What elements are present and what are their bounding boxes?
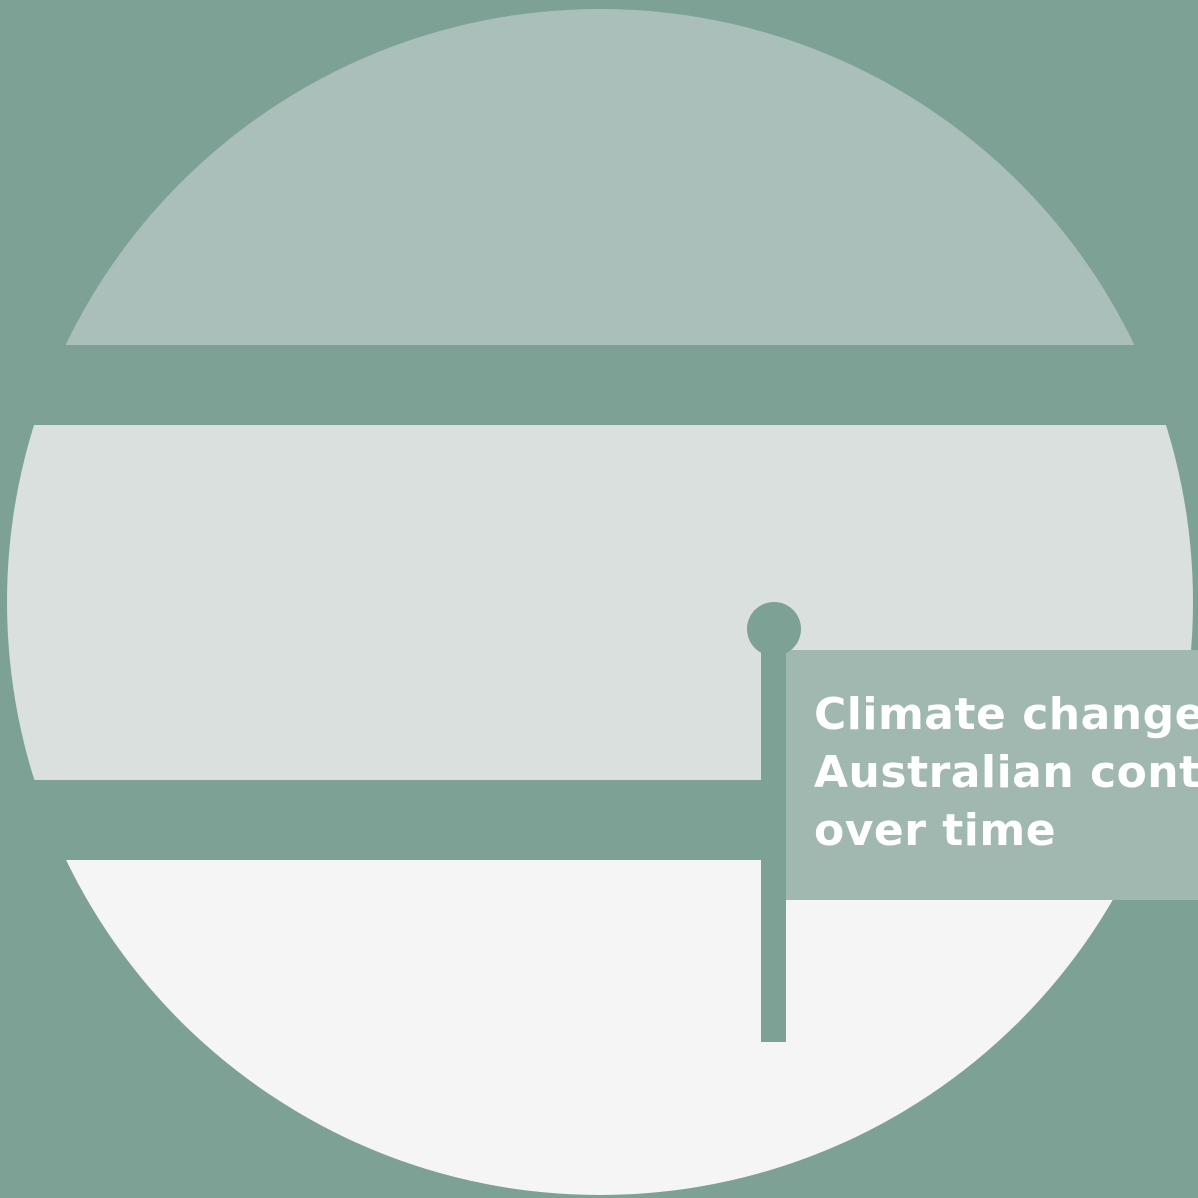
flag-title-line-2: Australian conte — [814, 747, 1198, 798]
flag-pole — [761, 630, 786, 1042]
top-band — [7, 9, 1193, 345]
flag-title: Climate change Australian conte over tim… — [814, 686, 1198, 860]
flag-title-line-1: Climate change — [814, 689, 1198, 740]
bottom-band — [7, 860, 1193, 1195]
flag-panel — [786, 650, 1198, 900]
flag-pole-knob — [747, 602, 801, 656]
flag-title-line-3: over time — [814, 805, 1057, 856]
